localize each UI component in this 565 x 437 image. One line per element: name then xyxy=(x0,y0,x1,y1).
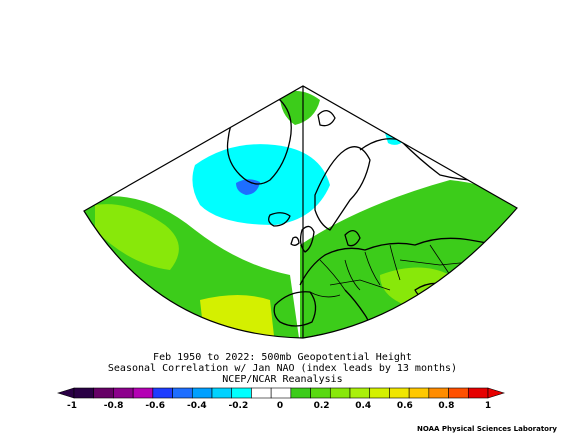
colorbar-swatch xyxy=(113,387,134,399)
colorbar-swatch xyxy=(428,387,449,399)
colorbar-tick-label: 1 xyxy=(485,401,491,411)
colorbar-tick-label: 0 xyxy=(277,401,283,411)
colorbar-arrow-high xyxy=(487,387,506,399)
colorbar-arrow-low xyxy=(56,387,75,399)
positive-correlation-region-west-inner xyxy=(95,204,179,270)
colorbar-swatch xyxy=(73,387,95,399)
colorbar-swatch xyxy=(467,387,489,399)
colorbar-tick-label: -0.2 xyxy=(229,401,249,411)
colorbar-swatch xyxy=(231,387,252,399)
figure-title-line2: Seasonal Correlation w/ Jan NAO (index l… xyxy=(107,363,458,374)
figure-title-line1: Feb 1950 to 2022: 500mb Geopotential Hei… xyxy=(153,352,412,363)
figure-title-line3: NCEP/NCAR Reanalysis xyxy=(222,374,343,385)
colorbar-tick-label: -0.8 xyxy=(104,401,124,411)
negative-correlation-region xyxy=(192,144,330,225)
colorbar-swatch xyxy=(448,387,469,399)
positive-correlation-region-southwest xyxy=(200,295,275,338)
colorbar-swatch xyxy=(270,387,292,399)
colorbar-swatch xyxy=(152,387,173,399)
colorbar-swatch xyxy=(349,387,371,399)
colorbar-swatch xyxy=(191,387,213,399)
colorbar-swatch xyxy=(251,387,272,399)
colorbar: -1 -0.8 -0.6 -0.4 -0.2 0 0.2 0.4 0.6 0.8 1 xyxy=(56,387,506,411)
colorbar-swatch xyxy=(310,387,331,399)
colorbar-tick-label: -1 xyxy=(67,401,77,411)
colorbar-swatch xyxy=(389,387,410,399)
colorbar-tick-label: 0.2 xyxy=(314,401,330,411)
colorbar-swatch xyxy=(369,387,390,399)
credit-label: NOAA Physical Sciences Laboratory xyxy=(416,425,557,433)
correlation-map xyxy=(84,86,517,338)
colorbar-swatch xyxy=(290,387,311,399)
colorbar-tick-label: 0.4 xyxy=(355,401,371,411)
colorbar-tick-label: 0.8 xyxy=(438,401,454,411)
colorbar-swatch xyxy=(172,387,193,399)
colorbar-swatch xyxy=(132,387,154,399)
colorbar-tick-label: -0.6 xyxy=(145,401,165,411)
country-borders xyxy=(309,244,471,298)
colorbar-swatch xyxy=(408,387,430,399)
colorbar-swatch xyxy=(329,387,351,399)
colorbar-swatch xyxy=(93,387,114,399)
colorbar-tick-label: -0.4 xyxy=(187,401,207,411)
colorbar-swatch xyxy=(211,387,233,399)
map-frame xyxy=(83,85,518,339)
colorbar-tick-label: 0.6 xyxy=(397,401,413,411)
